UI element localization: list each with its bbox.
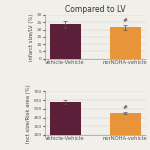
Title: Compared to LV: Compared to LV bbox=[65, 5, 126, 14]
Y-axis label: Inct size/Risk area (%): Inct size/Risk area (%) bbox=[26, 84, 31, 142]
Y-axis label: infarct size/LV (%): infarct size/LV (%) bbox=[29, 13, 34, 60]
Bar bbox=[110, 113, 141, 135]
Text: #: # bbox=[123, 105, 128, 110]
Text: #: # bbox=[123, 18, 128, 23]
Bar bbox=[50, 24, 81, 59]
Bar bbox=[50, 102, 81, 135]
Bar bbox=[110, 27, 141, 59]
